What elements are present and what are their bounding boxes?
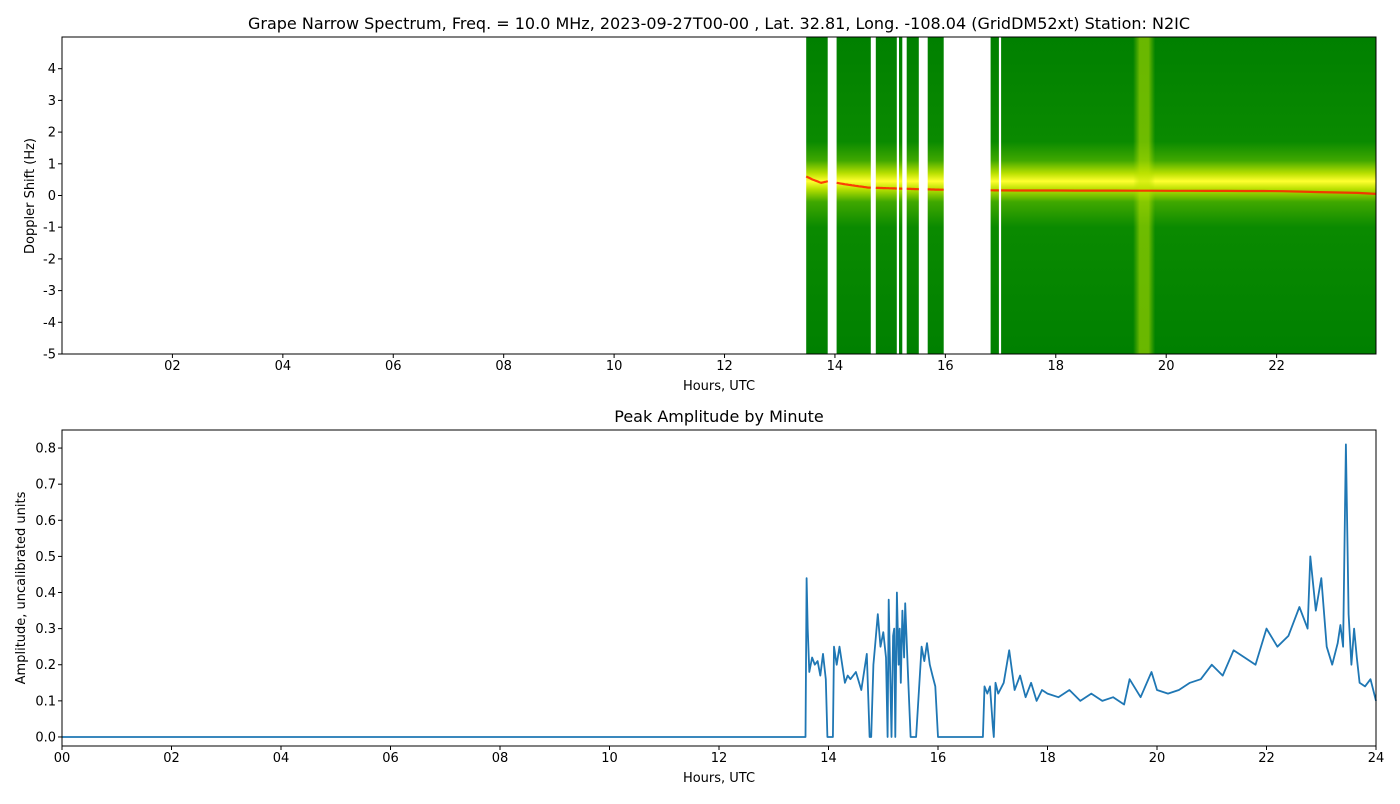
amplitude-x-ticks: 00 02 04 06 08 10 12 14 16 18 20 22 24 xyxy=(54,746,1385,766)
spectrum-x-tick-label: 18 xyxy=(1048,359,1065,374)
amplitude-x-tick-label: 12 xyxy=(711,751,728,766)
spectrum-data xyxy=(806,37,1376,354)
spectrum-y-tick-label: 2 xyxy=(48,126,56,141)
spectrum-bright-band xyxy=(1133,37,1155,354)
spectrum-x-tick-label: 12 xyxy=(716,359,733,374)
spectrum-y-label: Doppler Shift (Hz) xyxy=(23,138,38,254)
amplitude-y-tick-label: 0.6 xyxy=(35,514,56,529)
amplitude-x-tick-label: 10 xyxy=(601,751,618,766)
amplitude-x-tick-label: 16 xyxy=(930,751,947,766)
spectrum-y-tick-label: -2 xyxy=(43,252,56,267)
spectrum-x-tick-label: 08 xyxy=(495,359,512,374)
amplitude-y-tick-label: 0.7 xyxy=(35,478,56,493)
spectrum-segment xyxy=(1001,37,1376,354)
amplitude-x-tick-label: 14 xyxy=(820,751,837,766)
spectrum-segment xyxy=(806,37,828,354)
amplitude-y-tick-label: 0.1 xyxy=(35,694,56,709)
spectrum-y-tick-label: 3 xyxy=(48,94,56,109)
amplitude-x-tick-label: 02 xyxy=(163,751,180,766)
amplitude-x-tick-label: 18 xyxy=(1039,751,1056,766)
spectrum-segment xyxy=(928,37,944,354)
amplitude-series-line xyxy=(62,444,1376,737)
amplitude-chart: Peak Amplitude by Minute 00 02 04 06 08 10 12 1… xyxy=(14,407,1384,786)
amplitude-title: Peak Amplitude by Minute xyxy=(614,407,824,426)
amplitude-y-tick-label: 0.4 xyxy=(35,586,56,601)
spectrum-segment xyxy=(876,37,897,354)
amplitude-x-tick-label: 08 xyxy=(492,751,509,766)
amplitude-x-tick-label: 04 xyxy=(273,751,290,766)
spectrum-segment xyxy=(837,37,871,354)
spectrum-y-tick-label: -4 xyxy=(43,316,56,331)
spectrum-segment xyxy=(991,37,999,354)
amplitude-x-tick-label: 22 xyxy=(1258,751,1275,766)
spectrum-y-tick-label: -1 xyxy=(43,221,56,236)
spectrum-x-tick-label: 04 xyxy=(275,359,292,374)
spectrum-x-tick-label: 22 xyxy=(1268,359,1285,374)
spectrum-title: Grape Narrow Spectrum, Freq. = 10.0 MHz,… xyxy=(248,14,1190,33)
amplitude-y-tick-label: 0.2 xyxy=(35,658,56,673)
amplitude-y-tick-label: 0.8 xyxy=(35,442,56,457)
spectrum-x-tick-label: 06 xyxy=(385,359,402,374)
amplitude-x-tick-label: 06 xyxy=(382,751,399,766)
amplitude-x-tick-label: 00 xyxy=(54,751,71,766)
amplitude-y-tick-label: 0.3 xyxy=(35,622,56,637)
amplitude-y-label: Amplitude, uncalibrated units xyxy=(14,491,29,684)
spectrum-x-tick-label: 02 xyxy=(164,359,181,374)
spectrum-x-ticks: 02 04 06 08 10 12 14 16 18 20 22 xyxy=(164,354,1285,374)
spectrum-carrier-line xyxy=(876,188,897,189)
spectrum-y-tick-label: -5 xyxy=(43,348,56,363)
spectrum-segment xyxy=(899,37,902,354)
spectrum-y-ticks: 4 3 2 1 0 -1 -2 -3 -4 -5 xyxy=(43,62,62,362)
spectrum-y-tick-label: -3 xyxy=(43,284,56,299)
amplitude-y-tick-label: 0.0 xyxy=(35,730,56,745)
spectrum-x-tick-label: 16 xyxy=(937,359,954,374)
spectrum-chart: Grape Narrow Spectrum, Freq. = 10.0 MHz,… xyxy=(23,14,1376,394)
amplitude-x-tick-label: 24 xyxy=(1368,751,1385,766)
amplitude-y-tick-label: 0.5 xyxy=(35,550,56,565)
spectrum-x-tick-label: 20 xyxy=(1158,359,1175,374)
amplitude-y-ticks: 0.0 0.1 0.2 0.3 0.4 0.5 0.6 0.7 0.8 xyxy=(35,442,62,746)
spectrum-y-tick-label: 0 xyxy=(48,189,56,204)
spectrum-x-tick-label: 14 xyxy=(827,359,844,374)
spectrum-y-tick-label: 4 xyxy=(48,62,56,77)
amplitude-data xyxy=(62,444,1376,737)
spectrum-y-tick-label: 1 xyxy=(48,157,56,172)
amplitude-x-label: Hours, UTC xyxy=(683,771,755,786)
spectrum-segment xyxy=(907,37,919,354)
spectrum-x-label: Hours, UTC xyxy=(683,379,755,394)
amplitude-x-tick-label: 20 xyxy=(1149,751,1166,766)
spectrum-x-tick-label: 10 xyxy=(606,359,623,374)
amplitude-frame xyxy=(62,430,1376,746)
